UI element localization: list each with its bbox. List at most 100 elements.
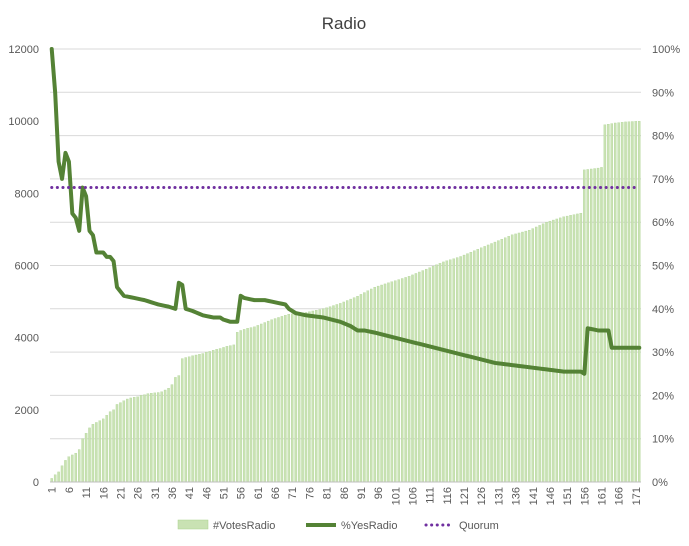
y-tick-label: 6000 [15, 261, 39, 273]
bar-votes-radio [435, 264, 438, 483]
bar-votes-radio [438, 263, 442, 483]
bar-votes-radio [242, 329, 246, 483]
bar-votes-radio [297, 312, 301, 483]
bar-votes-radio [253, 326, 256, 483]
bar-votes-radio [115, 404, 119, 483]
bar-votes-radio [380, 284, 383, 483]
y-tick-label: 4000 [15, 333, 39, 345]
bar-votes-radio [411, 274, 414, 483]
bar-votes-radio [215, 349, 218, 483]
bar-votes-radio [81, 438, 84, 483]
bar-votes-radio [160, 391, 163, 483]
x-tick-label: 141 [528, 487, 540, 505]
bar-votes-radio [126, 398, 129, 483]
y2-tick-label: 0% [652, 477, 668, 489]
bar-votes-radio [466, 253, 469, 483]
bar-votes-radio [352, 297, 356, 483]
bar-votes-radio [301, 312, 304, 483]
x-tick-label: 56 [236, 487, 248, 499]
bar-votes-radio [507, 236, 510, 483]
bar-votes-radio [105, 415, 108, 483]
legend-label: #VotesRadio [213, 520, 275, 532]
y-tick-label: 2000 [15, 405, 39, 417]
bar-votes-radio [280, 316, 284, 483]
bar-votes-radio [198, 354, 201, 483]
bar-votes-radio [246, 328, 249, 483]
bar-votes-radio [586, 169, 589, 483]
bar-votes-radio [373, 286, 376, 483]
bar-votes-radio [376, 285, 380, 483]
bar-votes-radio [414, 273, 418, 483]
bar-votes-radio [239, 330, 242, 483]
bar-votes-radio [153, 392, 157, 483]
bar-votes-radio [455, 257, 459, 483]
bar-votes-radio [129, 397, 132, 483]
bar-votes-radio [194, 354, 198, 483]
x-tick-label: 16 [98, 487, 110, 499]
bar-votes-radio [565, 215, 569, 483]
bar-votes-radio [64, 460, 67, 483]
x-tick-label: 131 [493, 487, 505, 505]
bar-votes-radio [366, 290, 370, 483]
series-lines [49, 47, 642, 376]
bar-votes-radio [541, 223, 545, 483]
y-tick-label: 8000 [15, 188, 39, 200]
bar-votes-radio [53, 474, 57, 483]
bar-votes-radio [534, 226, 538, 483]
bar-votes-radio [291, 313, 294, 483]
bar-votes-radio [342, 301, 345, 483]
bar-votes-radio [449, 259, 452, 483]
bar-votes-radio [236, 332, 239, 483]
legend-swatch-bar [177, 519, 209, 530]
bar-votes-radio [191, 355, 194, 483]
bar-votes-radio [273, 318, 277, 483]
bar-votes-radio [480, 247, 483, 483]
x-tick-label: 6 [64, 487, 76, 493]
y2-tick-label: 70% [652, 174, 674, 186]
bar-votes-radio [102, 418, 105, 483]
x-tick-label: 136 [511, 487, 523, 505]
bar-votes-radio [589, 168, 593, 483]
bar-votes-radio [260, 323, 263, 483]
x-tick-label: 1 [47, 487, 59, 493]
bar-votes-radio [545, 222, 548, 483]
bar-votes-radio [88, 427, 91, 483]
bar-votes-radio [510, 234, 514, 483]
bar-votes-radio [335, 304, 339, 483]
bar-votes-radio [266, 320, 270, 483]
bar-votes-radio [328, 306, 332, 483]
bar-votes-radio [311, 310, 315, 483]
bar-votes-radio [143, 394, 146, 483]
bar-votes-radio [428, 267, 431, 483]
y-tick-label: 10000 [8, 116, 39, 128]
bar-votes-radio [98, 420, 102, 483]
bar-votes-radio [150, 393, 153, 483]
bar-votes-radio [387, 282, 390, 483]
y2-tick-label: 60% [652, 217, 674, 229]
x-tick-label: 21 [115, 487, 127, 499]
bar-votes-radio [400, 278, 404, 483]
y-tick-label: 12000 [8, 44, 39, 56]
bar-votes-radio [225, 346, 229, 483]
bar-votes-radio [486, 244, 490, 483]
bar-votes-radio [517, 232, 521, 483]
bar-votes-radio [157, 392, 160, 483]
y2-tick-label: 30% [652, 347, 674, 359]
bar-votes-radio [538, 225, 541, 483]
bar-votes-radio [603, 124, 607, 483]
bar-votes-radio [610, 123, 614, 483]
x-tick-label: 81 [322, 487, 334, 499]
bar-votes-radio [521, 231, 524, 483]
bar-votes-radio [469, 251, 473, 483]
bar-votes-radio [634, 121, 638, 483]
y2-tick-label: 40% [652, 304, 674, 316]
bar-votes-radio [404, 277, 407, 483]
bar-votes-radio [318, 309, 321, 483]
x-tick-label: 96 [373, 487, 385, 499]
bar-votes-radio [596, 167, 600, 483]
votes-bars [50, 121, 641, 483]
bar-votes-radio [315, 310, 318, 483]
bar-votes-radio [84, 433, 88, 483]
bar-votes-radio [407, 276, 411, 483]
bar-votes-radio [559, 217, 562, 483]
